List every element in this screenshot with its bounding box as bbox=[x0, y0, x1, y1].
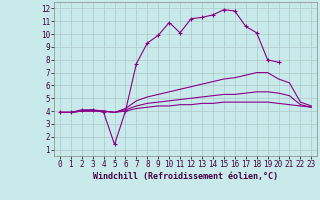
X-axis label: Windchill (Refroidissement éolien,°C): Windchill (Refroidissement éolien,°C) bbox=[93, 172, 278, 181]
